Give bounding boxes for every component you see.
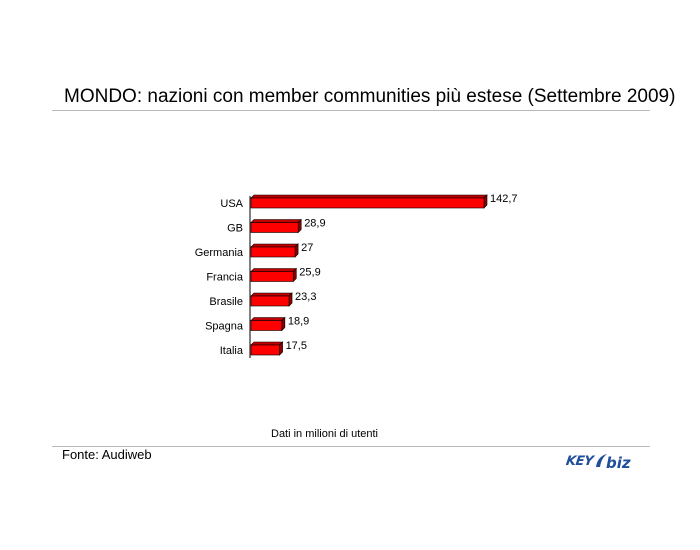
logo-mark-biz: biz [606, 454, 631, 472]
bar-top-face [250, 194, 488, 199]
category-label-gb: GB [227, 223, 243, 235]
bar-front-face [250, 246, 296, 258]
bars-layer [250, 194, 488, 356]
title-divider [52, 110, 650, 111]
bar-spagna [250, 316, 286, 332]
bar-italia [250, 341, 284, 356]
bar-top-face [250, 341, 284, 346]
category-label-germania: Germania [195, 247, 244, 259]
bar-top-face [250, 268, 298, 272]
bar-front-face [250, 197, 485, 209]
bar-gb [250, 218, 302, 234]
bar-top-face [250, 317, 286, 321]
category-label-italia: Italia [220, 345, 244, 357]
bar-usa [250, 194, 488, 209]
value-label-gb: 28,9 [304, 218, 325, 230]
category-label-brasile: Brasile [209, 296, 243, 308]
bar-front-face [250, 344, 280, 356]
footer-divider [52, 446, 650, 447]
bar-front-face [250, 295, 290, 307]
bar-top-face [250, 219, 302, 223]
value-label-brasile: 23,3 [295, 291, 316, 303]
labels-layer: USA 142,7 GB 28,9 Germania 27 Francia 25,9 Brasi… [195, 193, 518, 357]
bar-front-face [250, 320, 283, 331]
brand-logo: KEY biz [564, 452, 640, 474]
value-label-usa: 142,7 [490, 193, 518, 205]
value-label-germania: 27 [301, 242, 313, 254]
value-label-italia: 17,5 [286, 340, 307, 352]
category-label-francia: Francia [206, 272, 244, 284]
bar-francia [250, 267, 298, 283]
page-title: MONDO: nazioni con member communities pi… [64, 86, 676, 107]
bar-top-face [250, 243, 299, 248]
bar-brasile [250, 292, 293, 307]
source-label: Fonte: Audiweb [62, 447, 152, 462]
logo-mark-key: KEY [564, 454, 594, 469]
logo-swoosh-icon [596, 454, 607, 467]
bar-front-face [250, 222, 299, 233]
bar-germania [250, 243, 299, 258]
category-label-spagna: Spagna [205, 321, 244, 333]
value-label-francia: 25,9 [299, 267, 320, 279]
bar-front-face [250, 271, 294, 282]
category-label-usa: USA [220, 198, 243, 210]
chart-note: Dati in milioni di utenti [271, 428, 378, 440]
bar-top-face [250, 292, 293, 297]
value-label-spagna: 18,9 [288, 316, 309, 328]
